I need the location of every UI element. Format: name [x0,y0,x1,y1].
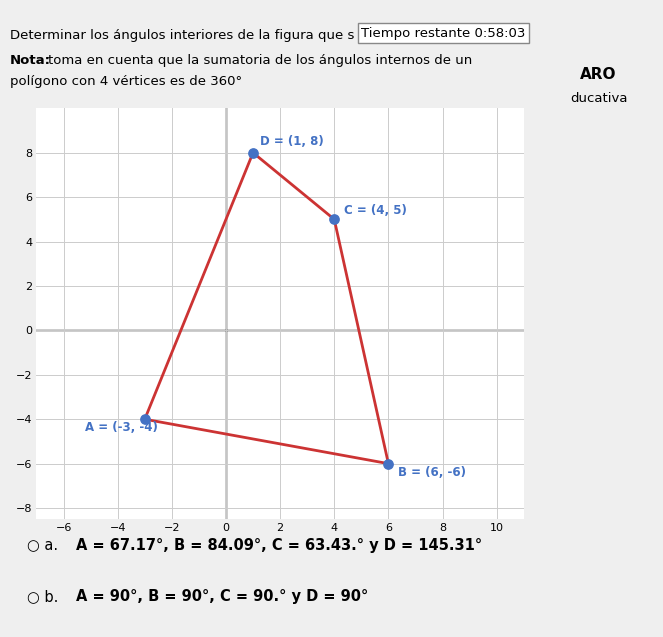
Text: A = 90°, B = 90°, C = 90.° y D = 90°: A = 90°, B = 90°, C = 90.° y D = 90° [76,589,369,605]
Point [139,414,150,424]
Text: D = (1, 8): D = (1, 8) [260,135,324,148]
Text: polígono con 4 vértices es de 360°: polígono con 4 vértices es de 360° [10,75,242,88]
Text: Determinar los ángulos interiores de la figura que s: Determinar los ángulos interiores de la … [10,29,354,41]
Text: A = 67.17°, B = 84.09°, C = 63.43.° y D = 145.31°: A = 67.17°, B = 84.09°, C = 63.43.° y D … [76,538,483,554]
Point [383,459,394,469]
Text: B = (6, -6): B = (6, -6) [398,466,466,479]
Text: C = (4, 5): C = (4, 5) [343,204,406,217]
Text: toma en cuenta que la sumatoria de los ángulos internos de un: toma en cuenta que la sumatoria de los á… [48,54,473,67]
Point [329,214,339,224]
Point [248,148,259,158]
Text: A = (-3, -4): A = (-3, -4) [85,422,158,434]
Text: Tiempo restante 0:58:03: Tiempo restante 0:58:03 [361,27,526,39]
Text: ARO: ARO [580,67,617,82]
Text: ducativa: ducativa [570,92,628,105]
Text: ○ b.: ○ b. [27,589,58,605]
Text: ○ a.: ○ a. [27,538,58,554]
Text: Nota:: Nota: [10,54,51,67]
